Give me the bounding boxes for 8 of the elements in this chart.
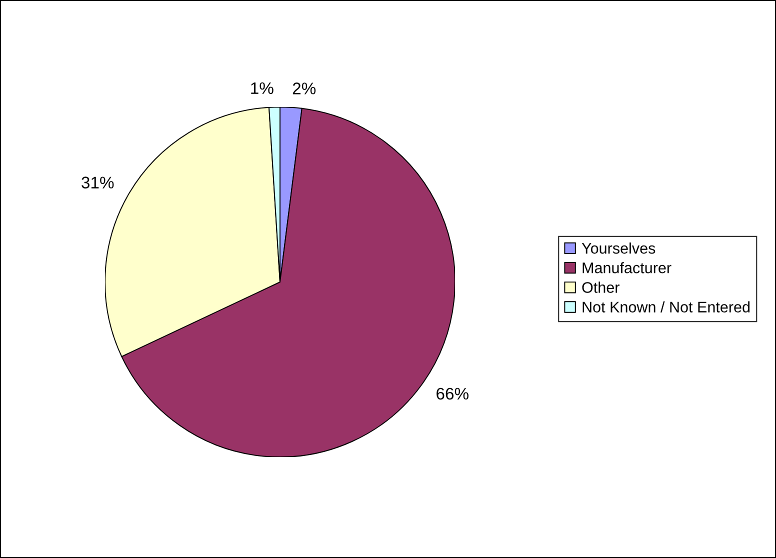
legend-label: Manufacturer — [582, 262, 672, 274]
data-label: 1% — [251, 82, 274, 94]
data-label: 66% — [436, 388, 468, 400]
legend-label: Other — [582, 282, 620, 293]
legend-label: Not Known / Not Entered — [582, 301, 750, 312]
data-label: 2% — [292, 82, 316, 94]
data-label: 31% — [82, 176, 114, 188]
legend-label: Yourselves — [582, 242, 656, 254]
